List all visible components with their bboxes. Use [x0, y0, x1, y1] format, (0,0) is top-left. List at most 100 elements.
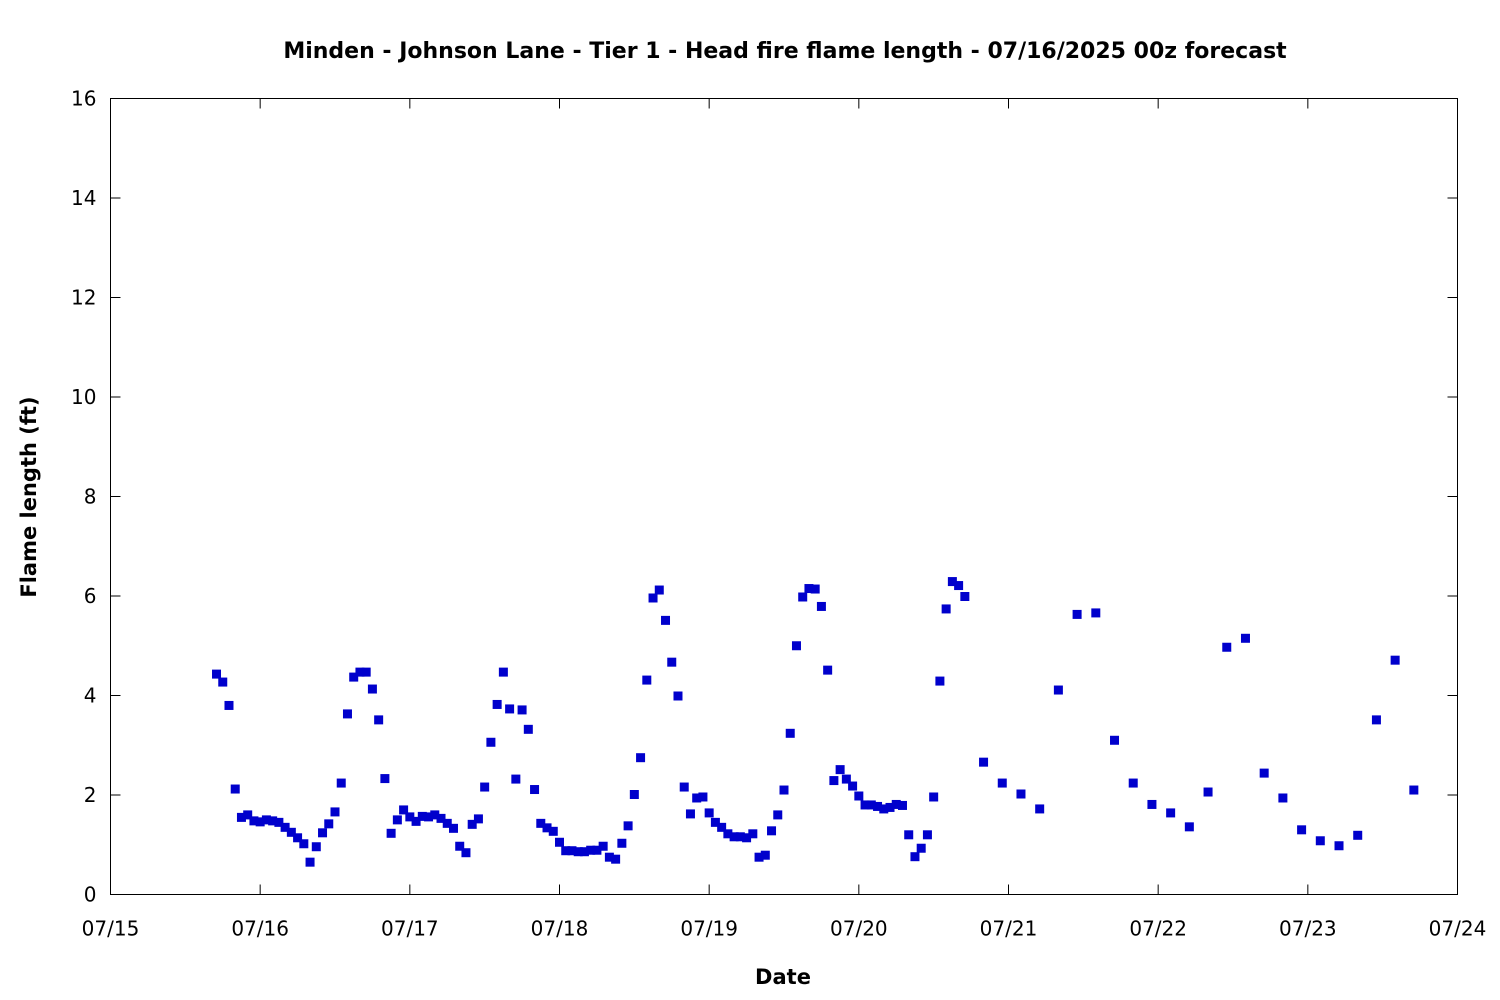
- data-point: [648, 593, 658, 603]
- data-point: [573, 847, 583, 857]
- data-point: [1166, 808, 1176, 818]
- data-point: [629, 790, 639, 800]
- data-point: [1016, 789, 1026, 799]
- y-tick-label: 16: [71, 87, 96, 111]
- data-point: [293, 833, 303, 843]
- data-point: [879, 804, 889, 814]
- data-point: [249, 816, 259, 826]
- axis-ticks: 07/15 07/16 07/17 07/18 07/19 07/20 07/21 07/22…: [71, 87, 1486, 941]
- data-point: [367, 684, 377, 694]
- x-axis-label: Date: [755, 965, 811, 989]
- data-point: [1409, 785, 1419, 795]
- data-point: [704, 808, 714, 818]
- data-point: [592, 845, 602, 855]
- data-point: [567, 846, 577, 856]
- data-point: [667, 657, 677, 667]
- data-point: [561, 846, 571, 856]
- data-point: [748, 829, 758, 839]
- data-point: [1128, 778, 1138, 788]
- data-point: [873, 801, 883, 811]
- data-point: [436, 813, 446, 823]
- data-point: [685, 809, 695, 819]
- data-point: [480, 782, 490, 792]
- data-point: [710, 817, 720, 827]
- data-point: [1110, 735, 1120, 745]
- data-point: [255, 817, 265, 827]
- data-point: [1371, 715, 1381, 725]
- data-point: [261, 815, 271, 825]
- x-tick-label: 07/17: [381, 917, 439, 941]
- data-point: [305, 857, 315, 867]
- data-point: [729, 832, 739, 842]
- x-tick-label: 07/19: [680, 917, 738, 941]
- data-point: [679, 782, 689, 792]
- x-tick-label: 07/20: [830, 917, 888, 941]
- data-point: [349, 672, 359, 682]
- data-point: [636, 753, 646, 763]
- data-point: [1297, 825, 1307, 835]
- y-axis-label: Flame length (ft): [17, 396, 41, 597]
- data-point: [910, 852, 920, 862]
- data-point: [361, 667, 371, 677]
- data-point: [735, 832, 745, 842]
- data-point: [916, 843, 926, 853]
- data-point: [530, 785, 540, 795]
- data-point: [798, 592, 808, 602]
- y-tick-label: 14: [71, 186, 96, 210]
- data-point: [486, 737, 496, 747]
- data-point: [1053, 685, 1063, 695]
- y-tick-label: 12: [71, 286, 96, 310]
- data-point: [654, 585, 664, 595]
- data-point: [505, 704, 515, 714]
- data-point: [399, 805, 409, 815]
- data-point: [698, 792, 708, 802]
- data-point: [318, 828, 328, 838]
- data-point: [386, 828, 396, 838]
- data-point: [673, 691, 683, 701]
- y-tick-label: 8: [84, 485, 97, 509]
- data-point: [922, 830, 932, 840]
- data-point: [299, 839, 309, 849]
- data-point: [411, 816, 421, 826]
- data-point: [997, 778, 1007, 788]
- data-point: [230, 784, 240, 794]
- data-point: [823, 665, 833, 675]
- data-point: [424, 812, 434, 822]
- data-point: [742, 833, 752, 843]
- data-point: [754, 852, 764, 862]
- x-tick-label: 07/16: [231, 917, 289, 941]
- data-point: [542, 823, 552, 833]
- data-point: [324, 819, 334, 829]
- data-point: [461, 848, 471, 858]
- data-point: [517, 705, 527, 715]
- data-point: [286, 827, 296, 837]
- data-point: [405, 812, 415, 822]
- data-point: [804, 584, 814, 594]
- data-point: [555, 837, 564, 847]
- data-point: [779, 785, 789, 795]
- y-tick-label: 2: [84, 783, 97, 807]
- data-point: [979, 757, 989, 767]
- data-point: [1334, 841, 1344, 851]
- data-point: [835, 765, 845, 775]
- data-point: [473, 814, 483, 824]
- data-point: [1222, 642, 1232, 652]
- data-point: [1315, 836, 1325, 846]
- data-point: [841, 774, 851, 784]
- data-point: [623, 821, 633, 831]
- data-point: [523, 724, 533, 734]
- data-point: [611, 854, 621, 864]
- data-point: [1147, 799, 1157, 809]
- data-point: [897, 800, 907, 810]
- x-tick-label: 07/23: [1279, 917, 1337, 941]
- data-point: [243, 810, 253, 820]
- data-point: [498, 667, 508, 677]
- y-tick-label: 4: [84, 684, 97, 708]
- data-point: [1091, 608, 1101, 618]
- data-point: [816, 601, 826, 611]
- data-point: [598, 841, 608, 851]
- data-point: [392, 815, 402, 825]
- data-point: [492, 699, 502, 709]
- data-point: [1278, 793, 1288, 803]
